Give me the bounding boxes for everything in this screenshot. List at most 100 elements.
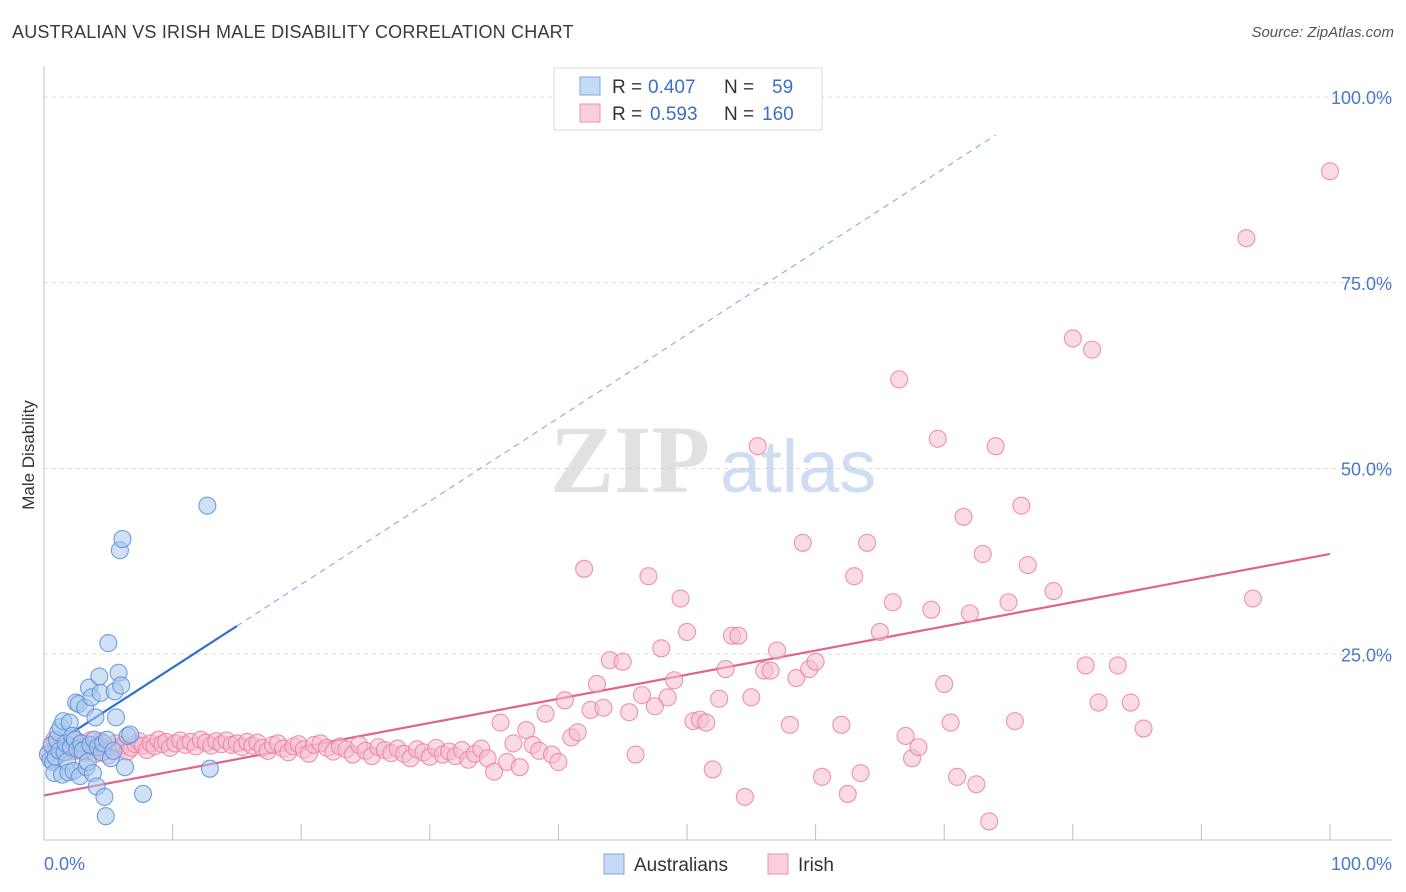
point-irish-95 xyxy=(485,762,504,781)
point-australians-47 xyxy=(104,741,123,760)
legend-r-value-2: 0.593 xyxy=(650,104,698,125)
point-irish-167 xyxy=(999,593,1018,612)
point-irish-178 xyxy=(1134,719,1153,738)
bottom-legend-label-irish: Irish xyxy=(798,855,834,876)
legend-n-label-1: N = xyxy=(724,77,754,98)
point-irish-152 xyxy=(890,370,909,389)
point-australians-57 xyxy=(133,784,153,803)
point-irish-123 xyxy=(671,589,690,608)
point-irish-119 xyxy=(645,697,664,716)
point-irish-180 xyxy=(1243,589,1262,608)
point-irish-144 xyxy=(812,767,832,786)
series-irish-points xyxy=(40,162,1340,831)
point-irish-127 xyxy=(697,713,716,732)
point-irish-162 xyxy=(960,604,979,623)
point-irish-150 xyxy=(870,622,889,642)
trend-irish xyxy=(43,552,1331,797)
point-irish-175 xyxy=(1089,693,1108,712)
point-irish-161 xyxy=(954,507,973,526)
point-irish-145 xyxy=(832,715,851,734)
y-tick-label-100: 100.0% xyxy=(1331,88,1392,108)
point-irish-156 xyxy=(922,600,941,619)
point-irish-164 xyxy=(973,544,992,563)
legend-r-label-2: R = xyxy=(612,104,642,125)
point-irish-148 xyxy=(851,764,870,783)
legend-swatch-irish xyxy=(579,103,601,123)
legend-n-label-2: N = xyxy=(724,104,754,125)
bottom-legend-swatch-irish xyxy=(767,853,789,875)
point-irish-143 xyxy=(806,652,825,671)
point-irish-158 xyxy=(935,674,954,694)
bottom-legend: Australians Irish xyxy=(603,853,834,876)
point-irish-103 xyxy=(536,704,555,723)
point-irish-111 xyxy=(587,674,607,694)
point-irish-138 xyxy=(767,641,787,660)
chart-title: AUSTRALIAN VS IRISH MALE DISABILITY CORR… xyxy=(12,22,574,42)
point-irish-120 xyxy=(652,639,671,658)
legend-r-label-1: R = xyxy=(612,77,642,98)
y-tick-label-25: 25.0% xyxy=(1341,645,1392,665)
point-irish-168 xyxy=(1005,712,1024,731)
point-irish-160 xyxy=(948,767,967,786)
point-irish-165 xyxy=(980,812,999,831)
point-irish-134 xyxy=(742,688,761,707)
series-australians-points xyxy=(38,496,219,826)
watermark-zip: ZIP xyxy=(550,406,710,513)
point-irish-116 xyxy=(626,745,645,764)
legend-n-value-1: 59 xyxy=(772,77,793,98)
legend-n-value-2: 160 xyxy=(762,104,794,125)
point-irish-169 xyxy=(1012,496,1031,515)
point-irish-153 xyxy=(896,726,915,746)
x-ticks xyxy=(43,824,1331,840)
point-irish-129 xyxy=(710,689,729,708)
legend-box: R = 0.407 N = 59 R = 0.593 N = 160 xyxy=(553,67,823,131)
point-irish-166 xyxy=(986,437,1005,456)
y-tick-label-75: 75.0% xyxy=(1341,274,1392,294)
y-axis-title: Male Disability xyxy=(19,400,38,510)
point-irish-139 xyxy=(780,715,799,734)
point-irish-128 xyxy=(703,760,722,779)
point-irish-137 xyxy=(761,661,780,680)
bottom-legend-swatch-australians xyxy=(603,853,625,875)
point-irish-114 xyxy=(613,652,632,671)
point-irish-151 xyxy=(883,593,902,612)
point-irish-117 xyxy=(632,686,652,705)
point-irish-112 xyxy=(594,698,613,717)
y-tick-label-50: 50.0% xyxy=(1341,460,1392,480)
point-irish-130 xyxy=(716,660,735,679)
point-irish-118 xyxy=(639,567,658,586)
x-tick-label-max: 100.0% xyxy=(1331,854,1392,874)
point-irish-124 xyxy=(677,622,697,642)
point-irish-132 xyxy=(729,626,748,645)
point-irish-146 xyxy=(838,784,857,803)
point-irish-155 xyxy=(909,738,928,757)
point-irish-122 xyxy=(665,671,684,690)
point-irish-170 xyxy=(1018,556,1037,575)
watermark-atlas: atlas xyxy=(720,425,876,508)
point-australians-49 xyxy=(106,708,126,727)
legend-swatch-australians xyxy=(579,76,601,96)
point-irish-159 xyxy=(941,713,960,732)
point-irish-96 xyxy=(491,713,510,732)
y-tick-labels: 25.0% 50.0% 75.0% 100.0% xyxy=(1331,88,1392,665)
point-australians-53 xyxy=(113,530,132,549)
point-australians-38 xyxy=(90,667,109,686)
point-irish-98 xyxy=(504,734,523,753)
point-irish-135 xyxy=(748,437,767,456)
point-irish-179 xyxy=(1237,229,1256,248)
chart-source: Source: ZipAtlas.com xyxy=(1251,24,1394,41)
trend-australians-extension xyxy=(236,134,996,627)
point-irish-99 xyxy=(510,758,529,777)
point-australians-56 xyxy=(121,725,140,744)
watermark: ZIP atlas xyxy=(550,406,876,513)
point-irish-163 xyxy=(967,775,986,794)
point-australians-42 xyxy=(95,787,114,806)
point-irish-171 xyxy=(1044,582,1063,601)
point-irish-181 xyxy=(1320,162,1340,181)
point-irish-109 xyxy=(575,559,594,578)
point-irish-173 xyxy=(1076,656,1095,675)
point-irish-106 xyxy=(555,691,574,710)
point-irish-172 xyxy=(1063,329,1082,348)
gridlines xyxy=(44,96,1392,655)
